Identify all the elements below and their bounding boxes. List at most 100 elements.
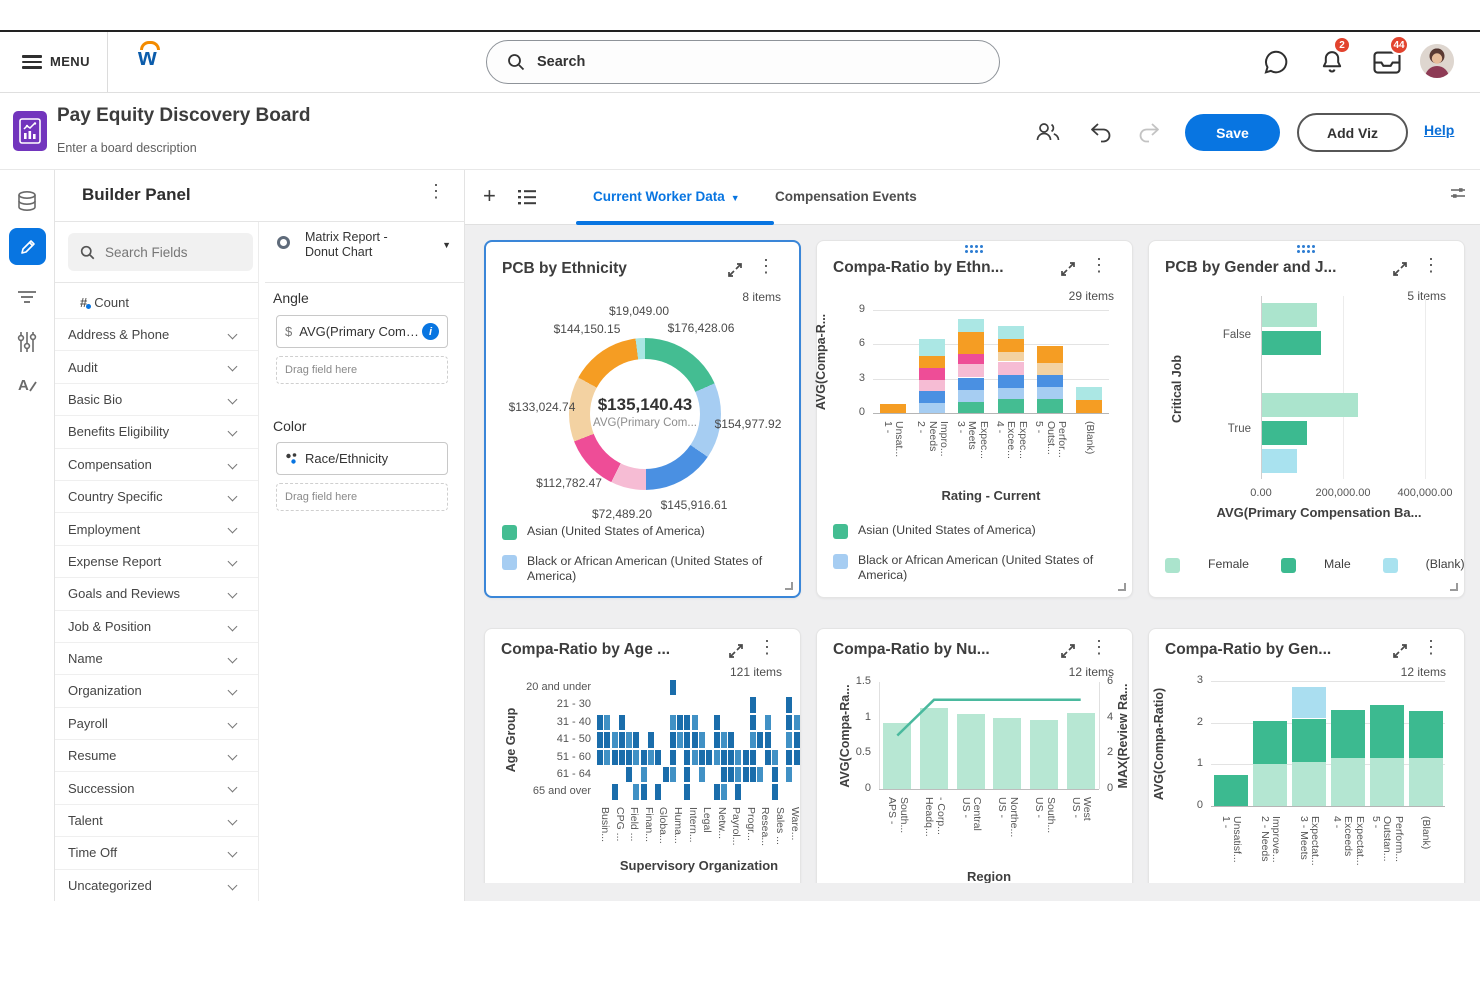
bar-segment[interactable]: [879, 403, 906, 413]
field-group-compensation[interactable]: Compensation: [55, 447, 258, 480]
bar-segment[interactable]: [1076, 387, 1103, 400]
bar-segment[interactable]: [1037, 386, 1063, 399]
bar-segment[interactable]: [1291, 687, 1326, 719]
heatmap-cell[interactable]: [669, 767, 676, 783]
bar-segment[interactable]: [919, 379, 945, 391]
field-count[interactable]: # Count: [68, 288, 246, 316]
heatmap-cell[interactable]: [750, 749, 756, 765]
expand-icon[interactable]: [1392, 643, 1408, 659]
heatmap-cell[interactable]: [757, 732, 764, 748]
heatmap-cell[interactable]: [699, 767, 705, 783]
heatmap-cell[interactable]: [786, 714, 793, 731]
bar[interactable]: [1066, 712, 1095, 789]
heatmap-cell[interactable]: [669, 749, 676, 765]
field-group-employment[interactable]: Employment: [55, 512, 258, 544]
heatmap-cell[interactable]: [655, 749, 662, 765]
field-group-country-specific[interactable]: Country Specific: [55, 479, 258, 512]
permissions-icon[interactable]: [1035, 120, 1061, 149]
bar-segment[interactable]: [1037, 345, 1063, 363]
bar[interactable]: [1262, 421, 1307, 445]
heatmap-cell[interactable]: [691, 749, 698, 765]
heatmap-cell[interactable]: [735, 749, 742, 765]
field-group-job-position[interactable]: Job & Position: [55, 609, 258, 642]
add-viz-button[interactable]: Add Viz: [1297, 113, 1408, 152]
resize-handle[interactable]: [1450, 583, 1458, 591]
viz-card-pcb-by-ethnicity[interactable]: PCB by Ethnicity ⋮ 8 items $135,140.43 AV…: [484, 240, 801, 598]
heatmap-cell[interactable]: [793, 732, 800, 748]
drag-handle[interactable]: [964, 245, 985, 255]
field-group-address-phone[interactable]: Address & Phone: [55, 318, 258, 350]
heatmap-cell[interactable]: [691, 732, 698, 748]
bar-segment[interactable]: [958, 354, 985, 364]
bar-segment[interactable]: [997, 326, 1024, 339]
heatmap-cell[interactable]: [611, 784, 618, 800]
settings-sliders-icon[interactable]: [16, 330, 40, 354]
kebab-icon[interactable]: ⋮: [757, 256, 775, 276]
kebab-icon[interactable]: ⋮: [1422, 637, 1440, 657]
heatmap-cell[interactable]: [648, 749, 654, 765]
expand-icon[interactable]: [1060, 261, 1076, 277]
field-group-name[interactable]: Name: [55, 641, 258, 674]
bar-segment[interactable]: [1213, 774, 1248, 807]
heatmap-cell[interactable]: [764, 732, 771, 748]
bar-segment[interactable]: [1369, 704, 1404, 759]
field-group-succession[interactable]: Succession: [55, 771, 258, 803]
expand-icon[interactable]: [728, 643, 744, 659]
heatmap-cell[interactable]: [713, 749, 720, 765]
heatmap-cell[interactable]: [684, 784, 691, 800]
heatmap-cell[interactable]: [750, 697, 756, 713]
bar-segment[interactable]: [1037, 398, 1063, 413]
heatmap-cell[interactable]: [684, 714, 691, 731]
kebab-icon[interactable]: ⋮: [1422, 255, 1440, 275]
workday-logo-icon[interactable]: w: [138, 41, 168, 83]
heatmap-cell[interactable]: [626, 749, 633, 765]
heatmap-cell[interactable]: [757, 767, 764, 783]
bar-segment[interactable]: [1291, 718, 1326, 763]
heatmap-cell[interactable]: [633, 784, 640, 800]
field-group-talent[interactable]: Talent: [55, 803, 258, 836]
heatmap-cell[interactable]: [720, 767, 727, 783]
field-group-payroll[interactable]: Payroll: [55, 706, 258, 739]
heatmap-cell[interactable]: [677, 714, 684, 731]
heatmap-cell[interactable]: [626, 732, 633, 748]
bar-segment[interactable]: [997, 399, 1024, 413]
heatmap-cell[interactable]: [735, 784, 742, 800]
bar-segment[interactable]: [1369, 758, 1404, 806]
heatmap-cell[interactable]: [597, 749, 603, 765]
expand-icon[interactable]: [1060, 643, 1076, 659]
filter-icon[interactable]: [16, 288, 40, 312]
heatmap-cell[interactable]: [720, 749, 727, 765]
heatmap-cell[interactable]: [771, 784, 778, 800]
search-fields-input[interactable]: Search Fields: [68, 233, 253, 271]
field-group-resume[interactable]: Resume: [55, 739, 258, 771]
undo-icon[interactable]: [1089, 121, 1113, 148]
heatmap-cell[interactable]: [655, 784, 662, 800]
rename-icon[interactable]: A: [16, 375, 40, 399]
bar-segment[interactable]: [1252, 720, 1287, 765]
heatmap-cell[interactable]: [706, 749, 713, 765]
heatmap-cell[interactable]: [691, 714, 698, 731]
heatmap-cell[interactable]: [640, 784, 647, 800]
bar-segment[interactable]: [958, 331, 985, 354]
bar-segment[interactable]: [919, 339, 945, 357]
heatmap-cell[interactable]: [640, 767, 647, 783]
kebab-icon[interactable]: ⋮: [758, 637, 776, 657]
heatmap-cell[interactable]: [771, 749, 778, 765]
bar[interactable]: [920, 708, 948, 789]
bar-segment[interactable]: [997, 338, 1024, 353]
field-group-benefits-eligibility[interactable]: Benefits Eligibility: [55, 415, 258, 447]
heatmap-cell[interactable]: [604, 749, 611, 765]
menu-label[interactable]: MENU: [50, 54, 90, 69]
chat-icon[interactable]: [1262, 48, 1290, 76]
bar-segment[interactable]: [1291, 762, 1326, 807]
bar[interactable]: [993, 717, 1022, 789]
heatmap-cell[interactable]: [713, 732, 720, 748]
heatmap-cell[interactable]: [750, 767, 756, 783]
resize-handle[interactable]: [1118, 583, 1126, 591]
resize-handle[interactable]: [785, 582, 793, 590]
bar-segment[interactable]: [919, 390, 945, 404]
heatmap-cell[interactable]: [742, 767, 749, 783]
avatar[interactable]: [1420, 44, 1454, 78]
tab-current-worker-data[interactable]: Current Worker Data ▼: [593, 189, 740, 204]
bar-segment[interactable]: [1037, 374, 1063, 387]
